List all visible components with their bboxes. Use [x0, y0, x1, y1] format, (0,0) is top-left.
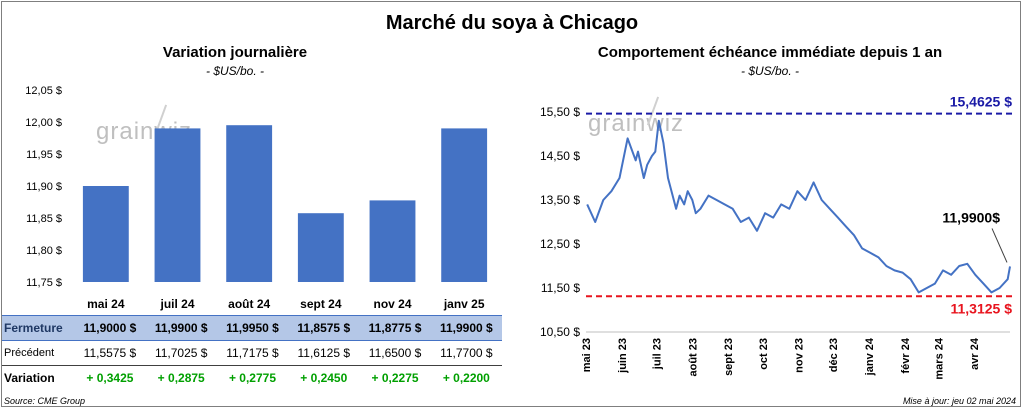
x-tick-label: nov 23 — [794, 338, 806, 373]
y-tick-label: 11,90 $ — [26, 181, 62, 193]
x-tick-label: janv 25 — [443, 297, 485, 311]
x-tick-label: mai 24 — [87, 297, 125, 311]
min-reference-label: 11,3125 $ — [950, 300, 1012, 316]
variation-value: + 0,2200 — [442, 371, 490, 385]
y-tick-label: 12,00 $ — [25, 117, 62, 129]
bar — [441, 128, 488, 282]
previous-value: 11,7025 $ — [145, 340, 217, 366]
x-tick-label: sept 23 — [723, 338, 735, 376]
variation-value: + 0,2775 — [228, 371, 276, 385]
bar-chart: 11,75 $ 11,80 $ 11,85 $ 11,90 $ 11,95 $ 12,00… — [25, 85, 488, 311]
y-tick-label: 14,50 $ — [540, 149, 580, 163]
bar — [226, 125, 273, 282]
bar-chart-title: Variation journalière — [162, 44, 308, 61]
y-tick-label: 15,50 $ — [540, 105, 580, 119]
x-tick-label: juil 23 — [651, 338, 663, 370]
previous-value: 11,6125 $ — [288, 340, 360, 366]
y-tick-label: 13,50 $ — [540, 193, 580, 207]
previous-value: 11,6500 $ — [359, 340, 431, 366]
closing-row: Fermeture 11,9000 $ 11,9900 $ 11,9950 $ … — [2, 315, 502, 341]
x-tick-label: juil 24 — [159, 297, 194, 311]
x-tick-label: août 23 — [687, 338, 699, 377]
source-note: Source: CME Group — [4, 396, 86, 406]
previous-label: Précédent — [2, 340, 75, 366]
variation-label: Variation — [4, 371, 55, 385]
closing-label: Fermeture — [2, 315, 75, 341]
bar — [297, 213, 344, 282]
y-tick-label: 11,80 $ — [26, 245, 62, 257]
x-tick-label: mai 23 — [581, 338, 593, 372]
x-tick-label: mars 24 — [933, 337, 945, 379]
price-series-line — [586, 119, 1011, 294]
last-price-annotation: 11,9900$ — [942, 209, 1000, 225]
variation-value: + 0,3425 — [86, 371, 134, 385]
x-tick-label: janv 24 — [864, 337, 876, 376]
x-tick-label: sept 24 — [300, 297, 342, 311]
previous-value: 11,5575 $ — [74, 340, 146, 366]
closing-value: 11,9950 $ — [216, 315, 289, 341]
x-tick-label: nov 24 — [373, 297, 411, 311]
closing-value: 11,9000 $ — [74, 315, 146, 341]
y-tick-label: 11,85 $ — [26, 213, 62, 225]
page-title: Marché du soya à Chicago — [385, 12, 639, 34]
closing-value: 11,8575 $ — [288, 315, 360, 341]
closing-value: 11,9900 $ — [145, 315, 217, 341]
previous-row: Précédent 11,5575 $ 11,7025 $ 11,7175 $ … — [2, 340, 502, 366]
previous-value: 11,7175 $ — [216, 340, 289, 366]
previous-value: 11,7700 $ — [430, 340, 502, 366]
x-tick-label: févr 24 — [900, 337, 912, 373]
bar — [154, 128, 201, 282]
closing-value: 11,8775 $ — [359, 315, 431, 341]
y-tick-label: 11,50 $ — [541, 281, 580, 295]
line-chart-unit: - $US/bo. - — [740, 64, 800, 78]
closing-value: 11,9900 $ — [430, 315, 502, 341]
y-tick-label: 12,05 $ — [25, 85, 62, 97]
variation-value: + 0,2275 — [371, 371, 419, 385]
annotation-leader-line — [991, 228, 1008, 263]
x-tick-label: avr 24 — [969, 337, 981, 370]
y-tick-label: 11,75 $ — [26, 277, 62, 289]
bar — [369, 200, 416, 282]
x-tick-label: oct 23 — [758, 338, 770, 370]
variation-value: + 0,2875 — [157, 371, 205, 385]
max-reference-label: 15,4625 $ — [950, 94, 1012, 110]
line-chart-title: Comportement échéance immédiate depuis 1… — [597, 44, 943, 61]
x-tick-label: juin 23 — [617, 338, 629, 374]
bar-chart-unit: - $US/bo. - — [205, 64, 265, 78]
update-note: Mise à jour: jeu 02 mai 2024 — [902, 396, 1016, 406]
x-tick-label: août 24 — [228, 297, 270, 311]
variation-value: + 0,2450 — [300, 371, 348, 385]
y-tick-label: 12,50 $ — [540, 237, 580, 251]
variation-row: Variation + 0,3425 + 0,2875 + 0,2775 + 0… — [2, 366, 502, 391]
bar — [82, 186, 129, 282]
x-tick-label: déc 23 — [828, 338, 840, 372]
y-tick-label: 10,50 $ — [540, 325, 580, 339]
price-table: Fermeture 11,9000 $ 11,9900 $ 11,9950 $ … — [2, 315, 502, 390]
y-tick-label: 11,95 $ — [26, 149, 62, 161]
